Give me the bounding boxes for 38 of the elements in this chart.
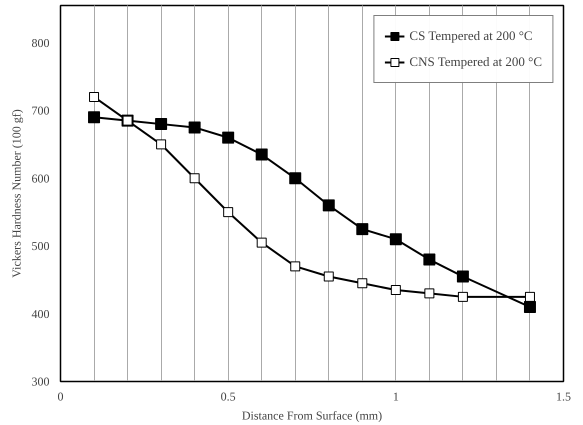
point [222,132,234,144]
x-tick-label: 0.5 [220,390,236,404]
point [390,233,402,246]
point [390,285,401,296]
point [155,118,168,130]
point [456,270,469,282]
x-tick-label: 1 [392,390,399,404]
point [424,288,434,298]
point [290,261,300,272]
point [289,172,302,184]
y-axis-title: Vickers Hardness Number (100 gf) [10,109,24,278]
point [524,300,536,313]
legend-label: CS Tempered at 200 °C [409,28,533,44]
y-tick-label: 500 [32,239,50,254]
legend-label: CNS Tempered at 200 °C [409,54,542,70]
point [156,139,166,150]
point [223,207,234,218]
y-tick-label: 600 [32,171,50,186]
x-tick-label: 0 [58,390,64,404]
point [256,148,268,161]
point [423,254,436,266]
point [524,292,535,302]
point [89,92,100,102]
point [324,271,334,282]
point [322,199,335,212]
point [88,111,100,124]
y-tick-label: 400 [32,306,50,321]
point [357,278,368,288]
y-tick-label: 300 [32,374,50,388]
point [356,223,368,236]
point [188,121,201,134]
y-tick-label: 800 [32,36,50,50]
x-axis-title: Distance From Surface (mm) [242,408,382,422]
point [190,173,200,184]
x-tick-label: 1.5 [556,390,571,404]
y-tick-label: 700 [32,104,50,118]
point [256,238,267,248]
point [458,292,468,302]
